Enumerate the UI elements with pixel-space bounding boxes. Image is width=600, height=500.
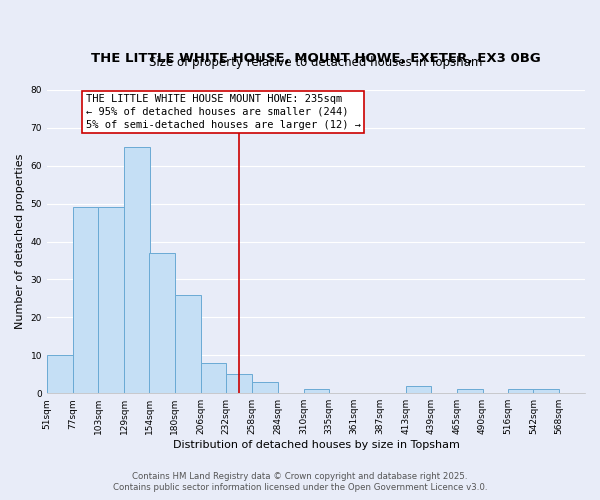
Bar	[252, 382, 278, 393]
Bar	[508, 390, 533, 393]
Bar	[226, 374, 252, 393]
Text: Contains HM Land Registry data © Crown copyright and database right 2025.
Contai: Contains HM Land Registry data © Crown c…	[113, 472, 487, 492]
Text: Size of property relative to detached houses in Topsham: Size of property relative to detached ho…	[149, 56, 482, 68]
Bar	[98, 208, 124, 393]
Bar	[304, 390, 329, 393]
Bar	[406, 386, 431, 393]
Y-axis label: Number of detached properties: Number of detached properties	[15, 154, 25, 330]
Bar	[200, 363, 226, 393]
Title: THE LITTLE WHITE HOUSE, MOUNT HOWE, EXETER, EX3 0BG: THE LITTLE WHITE HOUSE, MOUNT HOWE, EXET…	[91, 52, 541, 65]
Bar	[124, 147, 150, 393]
X-axis label: Distribution of detached houses by size in Topsham: Distribution of detached houses by size …	[173, 440, 460, 450]
Bar	[457, 390, 483, 393]
Bar	[47, 356, 73, 393]
Text: THE LITTLE WHITE HOUSE MOUNT HOWE: 235sqm
← 95% of detached houses are smaller (: THE LITTLE WHITE HOUSE MOUNT HOWE: 235sq…	[86, 94, 361, 130]
Bar	[533, 390, 559, 393]
Bar	[175, 294, 200, 393]
Bar	[73, 208, 98, 393]
Bar	[149, 253, 175, 393]
